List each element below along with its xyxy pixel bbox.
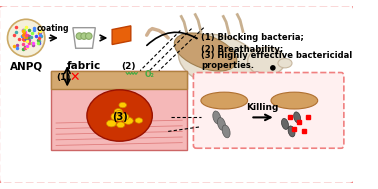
Circle shape: [85, 33, 92, 39]
Circle shape: [8, 19, 45, 57]
Ellipse shape: [278, 59, 292, 68]
Text: (3) Highly effective bactericidal properties.: (3) Highly effective bactericidal proper…: [201, 51, 352, 70]
Ellipse shape: [111, 113, 122, 121]
Text: ✕: ✕: [70, 71, 80, 84]
Ellipse shape: [213, 111, 221, 124]
Text: (1): (1): [56, 73, 71, 82]
Ellipse shape: [115, 114, 124, 121]
Text: Killing: Killing: [246, 103, 279, 112]
Ellipse shape: [117, 122, 125, 128]
Ellipse shape: [124, 117, 133, 124]
Ellipse shape: [87, 90, 152, 141]
Ellipse shape: [119, 113, 129, 121]
Ellipse shape: [222, 125, 230, 138]
Ellipse shape: [294, 112, 301, 123]
Ellipse shape: [174, 33, 237, 71]
Ellipse shape: [178, 34, 261, 88]
Circle shape: [76, 33, 83, 39]
Ellipse shape: [119, 102, 127, 108]
Ellipse shape: [288, 126, 295, 137]
Ellipse shape: [252, 72, 262, 85]
Ellipse shape: [248, 47, 285, 75]
Text: ANPQ: ANPQ: [9, 61, 43, 71]
Text: coating: coating: [37, 24, 70, 33]
Text: (2): (2): [122, 61, 136, 70]
FancyBboxPatch shape: [0, 5, 354, 184]
FancyBboxPatch shape: [51, 71, 187, 89]
FancyBboxPatch shape: [194, 73, 344, 148]
Circle shape: [270, 65, 276, 71]
Ellipse shape: [217, 118, 225, 130]
Text: (2) Breathability;: (2) Breathability;: [201, 45, 283, 54]
Text: (3): (3): [112, 112, 127, 122]
Polygon shape: [73, 28, 95, 48]
Ellipse shape: [201, 92, 248, 109]
FancyBboxPatch shape: [51, 71, 187, 150]
Ellipse shape: [282, 119, 288, 129]
Ellipse shape: [115, 113, 122, 118]
Text: fabric: fabric: [67, 61, 101, 71]
Ellipse shape: [115, 111, 123, 116]
FancyArrowPatch shape: [147, 32, 197, 45]
Circle shape: [81, 33, 87, 39]
Ellipse shape: [135, 118, 143, 123]
Ellipse shape: [271, 92, 318, 109]
Text: O₂: O₂: [145, 70, 155, 79]
Ellipse shape: [115, 113, 125, 120]
Ellipse shape: [114, 109, 122, 114]
Text: (1) Blocking bacteria;: (1) Blocking bacteria;: [201, 33, 304, 43]
Ellipse shape: [107, 120, 116, 127]
Polygon shape: [112, 26, 131, 44]
